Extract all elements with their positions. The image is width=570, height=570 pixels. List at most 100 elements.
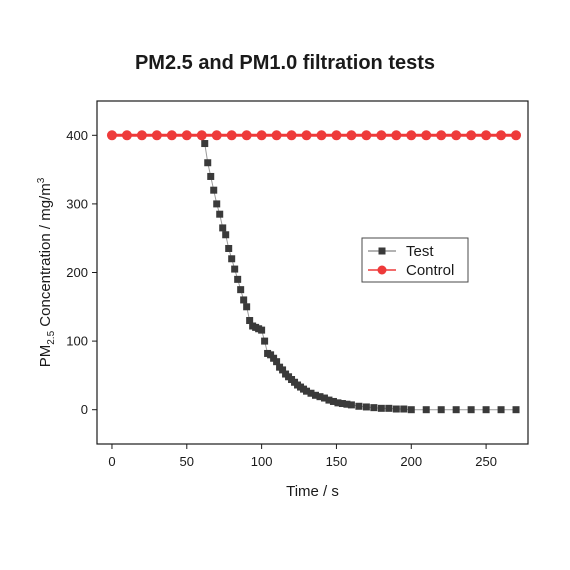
data-point [243,303,251,311]
data-point [343,400,351,408]
data-point [346,130,357,141]
data-point [329,397,337,405]
data-point [466,130,477,141]
data-point [361,130,372,141]
data-point [334,399,342,407]
data-point [355,402,363,410]
data-point [151,130,162,141]
data-point [451,130,462,141]
data-point [246,317,254,325]
series-line [201,135,517,411]
y-tick-label: 300 [66,196,88,211]
data-point [166,130,177,141]
data-point [231,265,239,273]
data-point [210,186,218,194]
y-tick-label: 100 [66,334,88,349]
data-point [228,255,236,263]
y-axis-label-superscript: 3 [36,177,47,183]
legend-label: Control [406,262,454,279]
data-point [511,130,522,141]
legend-marker [377,265,387,275]
data-point [437,406,445,414]
data-point [241,130,252,141]
x-tick-label: 150 [326,454,348,469]
data-point [391,130,402,141]
data-point [325,396,333,404]
x-axis: 0 50 100 150 200 250 [108,444,497,469]
data-point [136,130,147,141]
data-point [225,244,233,252]
data-point [213,200,221,208]
y-axis-label-prefix: PM [37,345,54,368]
data-point [196,130,207,141]
data-point [237,286,245,294]
data-point [201,140,209,148]
legend-item-control: Control [368,262,454,279]
data-point [370,404,378,412]
data-point [362,403,370,411]
data-point [421,130,432,141]
x-tick-label: 0 [108,454,115,469]
data-point [219,224,227,232]
data-point [106,130,117,141]
data-point [320,394,328,402]
legend-label: Test [406,243,434,260]
data-point [331,130,342,141]
data-point [273,358,281,366]
data-point [271,130,282,141]
data-point [512,406,520,414]
y-axis-label: PM2.5 Concentration / mg/m3 [36,177,57,367]
x-tick-label: 100 [251,454,273,469]
x-axis-label: Time / s [286,483,339,500]
data-point [204,159,212,167]
data-point [347,401,355,409]
y-axis-label-subscript: 2.5 [46,330,57,344]
data-point [452,406,460,414]
x-tick-label: 50 [180,454,194,469]
data-point [385,404,393,412]
legend-box [361,237,469,283]
data-point [338,400,346,408]
data-point [467,406,475,414]
data-point [261,337,269,345]
x-tick-label: 200 [400,454,422,469]
x-tick-label: 250 [475,454,497,469]
data-point [181,130,192,141]
data-point [316,130,327,141]
data-point [407,406,415,414]
data-point [436,130,447,141]
data-point [234,275,242,283]
data-point [406,130,417,141]
data-point [496,130,507,141]
data-point [307,389,315,397]
data-point [301,130,312,141]
data-point [482,406,490,414]
data-point [497,406,505,414]
data-point [258,326,266,334]
chart-title: PM2.5 and PM1.0 filtration tests [134,52,436,74]
y-tick-label: 400 [66,128,88,143]
y-axis-label-main: Concentration / mg/m [37,183,54,331]
data-point [216,210,224,218]
data-point [207,172,215,180]
series-control [106,130,522,141]
data-point [211,130,222,141]
data-point [121,130,132,141]
data-point [311,391,319,399]
y-tick-label: 200 [66,265,88,280]
y-axis: 0 100 200 300 400 [66,128,97,417]
data-point [303,387,311,395]
data-point [222,231,230,239]
data-point [481,130,492,141]
data-point [392,405,400,413]
y-tick-label: 0 [81,402,88,417]
data-point [240,296,248,304]
data-point [256,130,267,141]
data-point [376,130,387,141]
legend: Test Control [361,237,469,283]
data-point [226,130,237,141]
legend-marker [378,247,386,255]
data-point [279,366,287,374]
data-point [377,404,385,412]
